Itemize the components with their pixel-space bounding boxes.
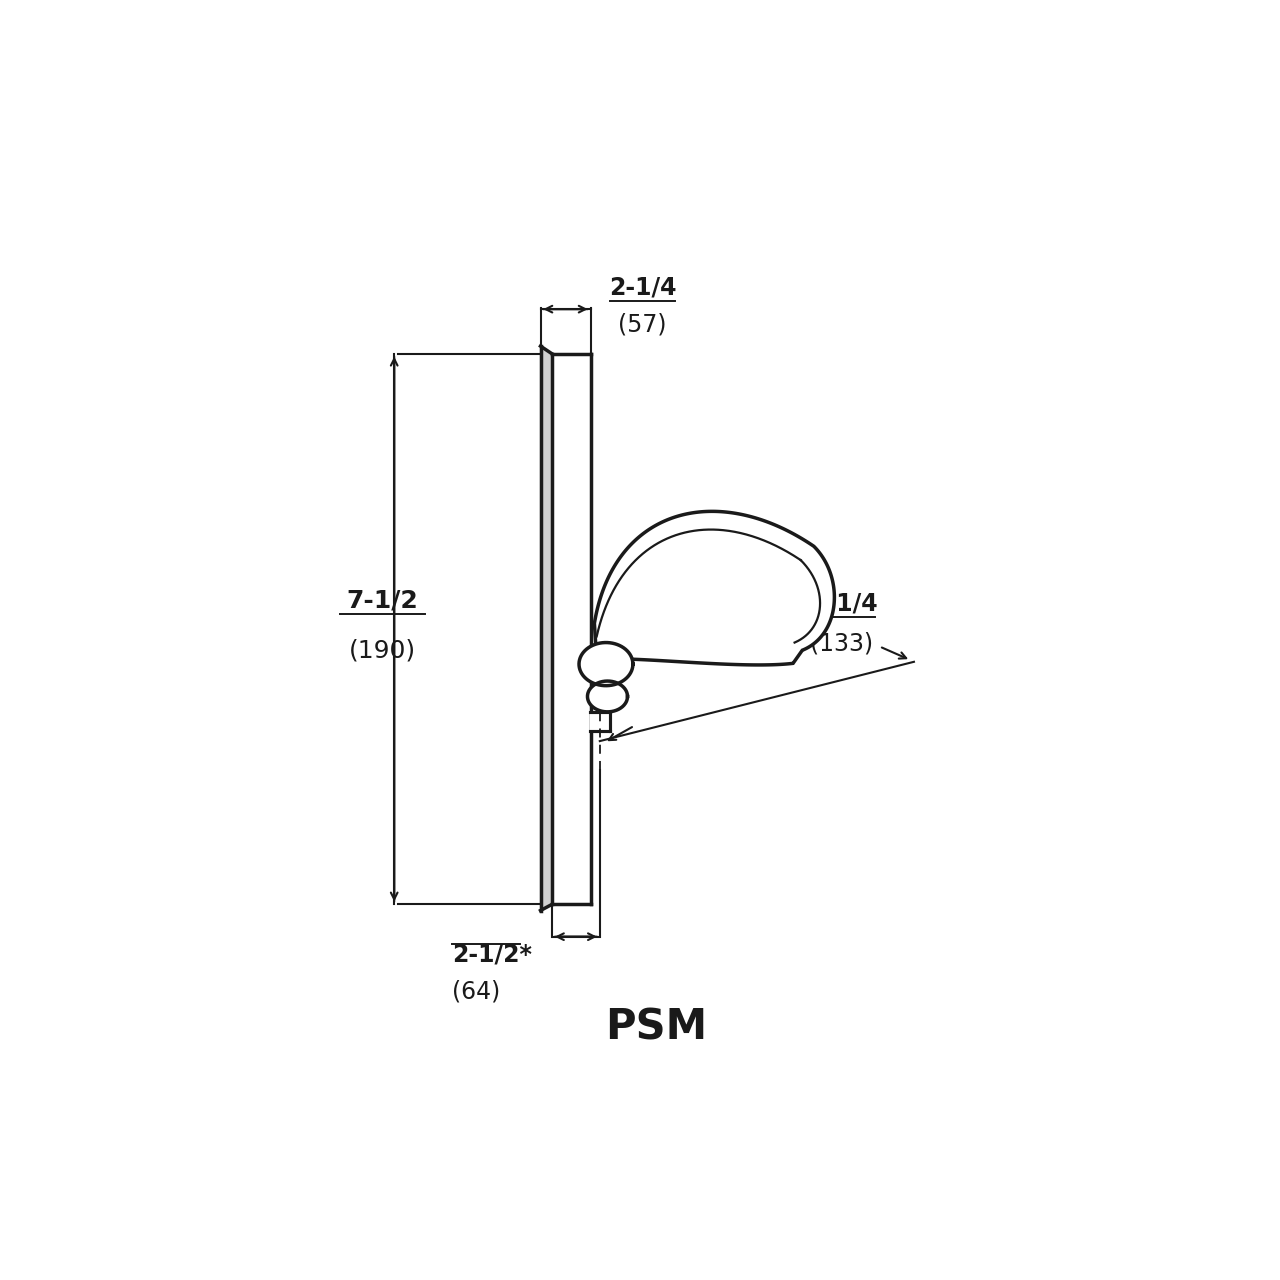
Polygon shape — [552, 353, 590, 905]
Polygon shape — [588, 681, 627, 712]
Text: 2-1/2*: 2-1/2* — [452, 943, 532, 966]
Text: 7-1/2: 7-1/2 — [347, 588, 419, 612]
Text: (64): (64) — [452, 979, 500, 1004]
Text: PSM: PSM — [605, 1006, 707, 1048]
Text: (133): (133) — [810, 632, 873, 655]
Polygon shape — [540, 346, 552, 910]
Text: 2-1/4: 2-1/4 — [609, 275, 676, 300]
Text: (57): (57) — [618, 312, 667, 337]
Text: (190): (190) — [349, 639, 416, 662]
Polygon shape — [590, 712, 609, 731]
Text: 5-1/4: 5-1/4 — [810, 591, 878, 616]
Polygon shape — [594, 511, 835, 664]
Polygon shape — [579, 643, 632, 686]
